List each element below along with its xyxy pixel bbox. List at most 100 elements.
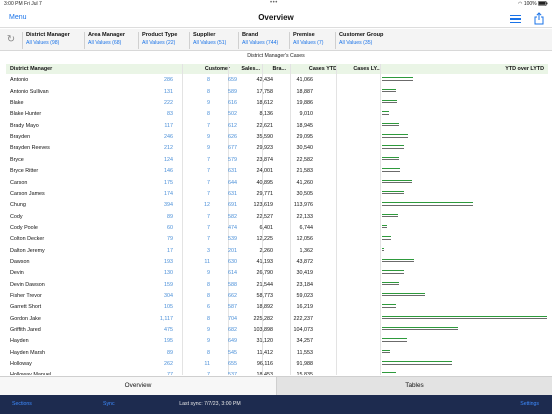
cell-sales[interactable]: 9 [207, 327, 210, 334]
cell-brands[interactable]: 704 [228, 315, 237, 322]
col-brands[interactable]: Bra... [272, 66, 286, 72]
cell-customer[interactable]: 77 [167, 372, 173, 375]
cell-brands[interactable]: 537 [228, 372, 237, 375]
list-icon[interactable] [510, 15, 521, 23]
cell-customer[interactable]: 105 [164, 304, 173, 311]
table-row[interactable]: Antonio 286 8 659 42,434 41,066 [6, 75, 548, 86]
cell-brands[interactable]: 626 [228, 134, 237, 141]
cell-customer[interactable]: 60 [167, 224, 173, 231]
cell-sales[interactable]: 7 [207, 179, 210, 186]
cell-sales[interactable]: 7 [207, 122, 210, 129]
cell-customer[interactable]: 286 [164, 77, 173, 84]
col-ytd-over-lytd[interactable]: YTD over LYTD [505, 66, 544, 72]
cell-sales[interactable]: 6 [207, 304, 210, 311]
filter-brand[interactable]: Brand All Values (744) [238, 32, 278, 49]
cell-brands[interactable]: 612 [228, 122, 237, 129]
cell-sales[interactable]: 7 [207, 156, 210, 163]
filter-premise[interactable]: Premise All Values (7) [289, 32, 323, 49]
settings-button[interactable]: Settings [520, 401, 539, 407]
tab-overview[interactable]: Overview [0, 377, 276, 396]
tab-tables[interactable]: Tables [276, 377, 552, 396]
filter-value[interactable]: All Values (7) [293, 40, 324, 46]
col-cases-ytd[interactable]: Cases YTD [308, 66, 337, 72]
cell-customer[interactable]: 195 [164, 338, 173, 345]
cell-customer[interactable]: 159 [164, 281, 173, 288]
cell-customer[interactable]: 174 [164, 190, 173, 197]
cell-brands[interactable]: 649 [228, 338, 237, 345]
cell-brands[interactable]: 587 [228, 304, 237, 311]
table-row[interactable]: Brayden Reeves 212 9 677 29,923 30,540 [6, 143, 548, 154]
table-row[interactable]: Holloway Manuel77753718,45315,835 [6, 370, 548, 375]
cell-sales[interactable]: 9 [207, 100, 210, 107]
cell-customer[interactable]: 175 [164, 179, 173, 186]
cell-sales[interactable]: 7 [207, 213, 210, 220]
filter-value[interactable]: All Values (51) [193, 40, 227, 46]
table-row[interactable]: Devin Dawson 159 8 588 21,544 23,184 [6, 279, 548, 290]
table-row[interactable]: Colton Decker 79 7 539 12,225 12,056 [6, 234, 548, 245]
cell-brands[interactable]: 691 [228, 202, 237, 209]
multitasking-dots-icon[interactable]: ••• [270, 0, 278, 6]
cell-customer[interactable]: 17 [167, 247, 173, 254]
cell-customer[interactable]: 117 [164, 122, 173, 129]
cell-brands[interactable]: 502 [228, 111, 237, 118]
filter-customer-group[interactable]: Customer Group All Values (35) [335, 32, 383, 49]
cell-brands[interactable]: 682 [228, 327, 237, 334]
cell-brands[interactable]: 659 [228, 77, 237, 84]
cell-customer[interactable]: 212 [164, 145, 173, 152]
cell-customer[interactable]: 193 [164, 258, 173, 265]
cell-customer[interactable]: 262 [164, 361, 173, 368]
table-row[interactable]: Fisher Trevor 304 8 662 58,773 59,023 [6, 291, 548, 302]
cell-sales[interactable]: 8 [207, 111, 210, 118]
sections-button[interactable]: Sections [12, 401, 32, 407]
cell-brands[interactable]: 579 [228, 156, 237, 163]
menu-button[interactable]: Menu [9, 14, 27, 21]
cell-customer[interactable]: 304 [164, 293, 173, 300]
cell-brands[interactable]: 616 [228, 100, 237, 107]
cell-brands[interactable]: 614 [228, 270, 237, 277]
cell-sales[interactable]: 11 [204, 361, 210, 368]
table-row[interactable]: Dalton Jeremy 17 3 201 2,260 1,362 [6, 245, 548, 256]
cell-customer[interactable]: 89 [167, 213, 173, 220]
table-row[interactable]: Bryce Ritter 146 7 631 24,001 21,583 [6, 166, 548, 177]
table-row[interactable]: Brady Mayo 117 7 612 22,621 18,945 [6, 120, 548, 131]
cell-customer[interactable]: 222 [164, 100, 173, 107]
filter-value[interactable]: All Values (98) [26, 40, 60, 46]
refresh-icon[interactable]: ↻ [6, 34, 16, 45]
cell-sales[interactable]: 11 [204, 258, 210, 265]
cell-brands[interactable]: 582 [228, 213, 237, 220]
cell-sales[interactable]: 8 [207, 281, 210, 288]
cell-customer[interactable]: 89 [167, 349, 173, 356]
cell-brands[interactable]: 630 [228, 258, 237, 265]
cell-brands[interactable]: 545 [228, 349, 237, 356]
cell-customer[interactable]: 146 [164, 168, 173, 175]
cell-customer[interactable]: 246 [164, 134, 173, 141]
cell-sales[interactable]: 9 [207, 338, 210, 345]
cell-customer[interactable]: 130 [164, 270, 173, 277]
table-row[interactable]: Hayden 195 9 649 31,120 34,257 [6, 336, 548, 347]
table-row[interactable]: Devin 130 9 614 26,790 30,419 [6, 268, 548, 279]
table-row[interactable]: Gordon Jake 1,117 8 704 225,282 222,237 [6, 313, 548, 324]
cell-brands[interactable]: 539 [228, 236, 237, 243]
sync-button[interactable]: Sync [103, 401, 115, 407]
col-sales[interactable]: Sales... [241, 66, 260, 72]
cell-customer[interactable]: 124 [164, 156, 173, 163]
cell-sales[interactable]: 8 [207, 77, 210, 84]
cell-sales[interactable]: 3 [207, 247, 210, 254]
filter-value[interactable]: All Values (22) [142, 40, 176, 46]
cell-brands[interactable]: 644 [228, 179, 237, 186]
filter-supplier[interactable]: Supplier All Values (51) [189, 32, 226, 49]
table-row[interactable]: Blake 222 9 616 18,612 19,886 [6, 98, 548, 109]
col-customer[interactable]: Customer [204, 66, 230, 72]
cell-brands[interactable]: 474 [228, 224, 237, 231]
table-row[interactable]: Carson James 174 7 631 29,771 30,505 [6, 189, 548, 200]
cell-sales[interactable]: 8 [207, 315, 210, 322]
cell-brands[interactable]: 662 [228, 293, 237, 300]
col-district-manager[interactable]: District Manager [10, 66, 53, 72]
cell-brands[interactable]: 677 [228, 145, 237, 152]
cell-sales[interactable]: 7 [207, 168, 210, 175]
share-icon[interactable] [534, 12, 544, 25]
cell-customer[interactable]: 79 [167, 236, 173, 243]
cell-sales[interactable]: 7 [207, 372, 210, 375]
table-row[interactable]: Cody Poole 60 7 474 6,401 6,744 [6, 223, 548, 234]
table-row[interactable]: Garrett Short 105 6 587 18,892 16,219 [6, 302, 548, 313]
